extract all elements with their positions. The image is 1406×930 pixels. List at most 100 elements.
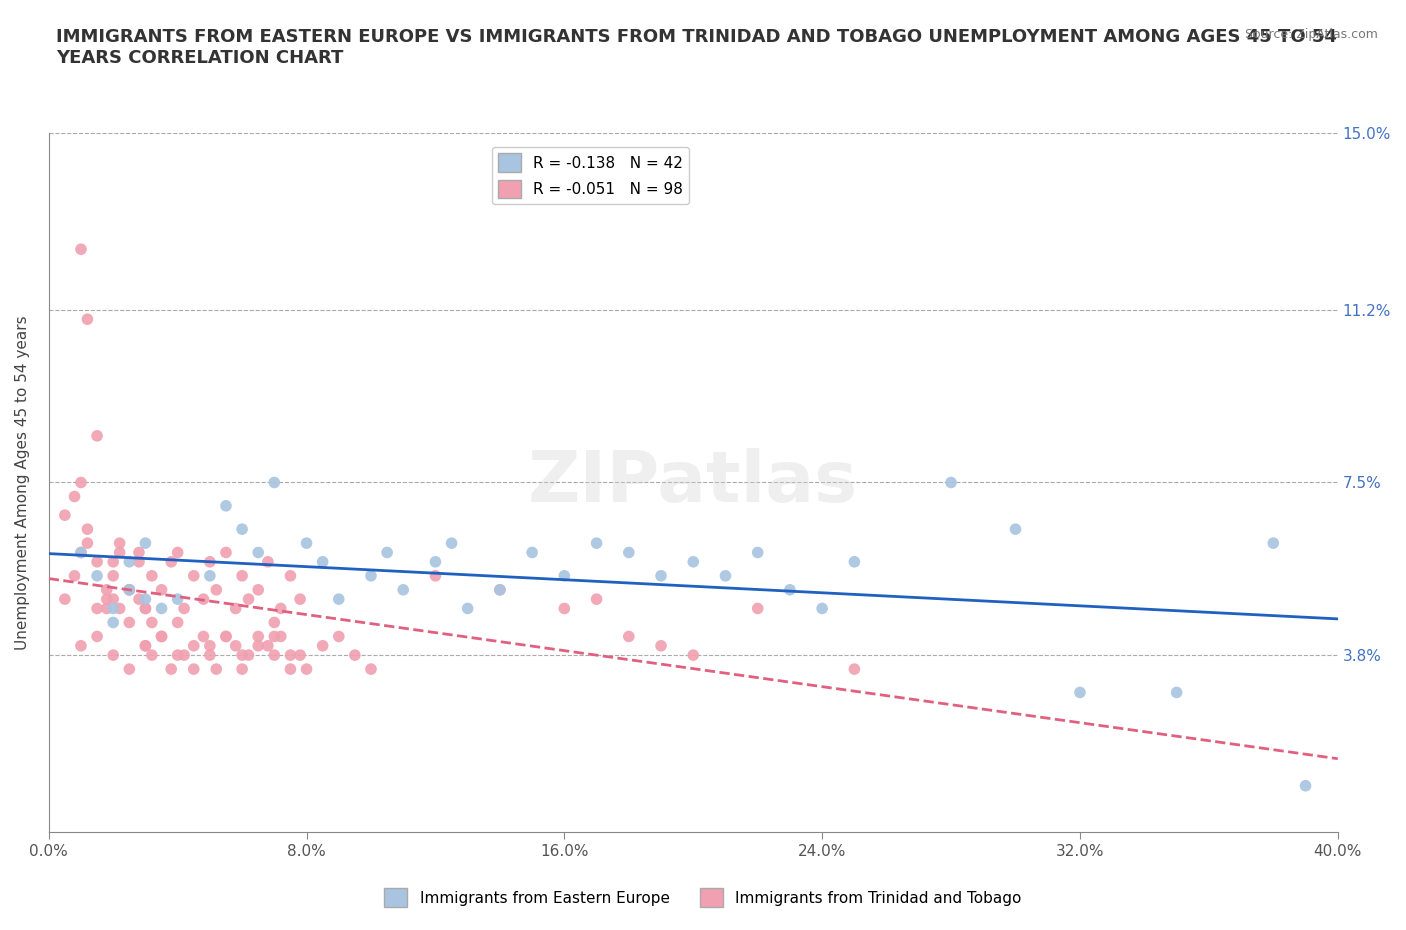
Point [747, 601, 769, 616]
Legend: R = -0.138   N = 42, R = -0.051   N = 98: R = -0.138 N = 42, R = -0.051 N = 98 [492, 147, 689, 205]
Point [682, 647, 704, 662]
Point [183, 638, 205, 653]
Point [141, 615, 163, 630]
Point [553, 568, 575, 583]
Point [103, 568, 125, 583]
Point [86, 601, 108, 616]
Point [288, 591, 311, 606]
Point [215, 629, 238, 644]
Point [76, 536, 98, 551]
Point [440, 536, 463, 551]
Point [1004, 522, 1026, 537]
Point [231, 568, 253, 583]
Point [70, 638, 93, 653]
Point [141, 647, 163, 662]
Point [173, 647, 195, 662]
Point [225, 638, 247, 653]
Point [103, 591, 125, 606]
Point [118, 582, 141, 597]
Text: Source: ZipAtlas.com: Source: ZipAtlas.com [1244, 28, 1378, 41]
Point [63, 568, 86, 583]
Point [489, 582, 512, 597]
Point [141, 568, 163, 583]
Point [166, 591, 188, 606]
Point [238, 647, 260, 662]
Point [103, 647, 125, 662]
Point [779, 582, 801, 597]
Point [288, 647, 311, 662]
Point [96, 582, 118, 597]
Point [198, 647, 221, 662]
Point [86, 429, 108, 444]
Point [650, 568, 672, 583]
Point [425, 554, 447, 569]
Point [166, 647, 188, 662]
Point [198, 554, 221, 569]
Point [63, 489, 86, 504]
Point [747, 545, 769, 560]
Point [128, 554, 150, 569]
Point [134, 591, 156, 606]
Point [96, 591, 118, 606]
Point [360, 661, 382, 676]
Point [160, 661, 183, 676]
Point [134, 638, 156, 653]
Point [682, 554, 704, 569]
Point [76, 522, 98, 537]
Point [1263, 536, 1285, 551]
Point [238, 591, 260, 606]
Point [215, 545, 238, 560]
Point [118, 661, 141, 676]
Point [844, 661, 866, 676]
Point [118, 554, 141, 569]
Point [425, 568, 447, 583]
Point [392, 582, 415, 597]
Point [128, 545, 150, 560]
Point [134, 601, 156, 616]
Point [193, 629, 215, 644]
Point [280, 647, 302, 662]
Point [375, 545, 398, 560]
Point [70, 545, 93, 560]
Point [247, 638, 270, 653]
Point [173, 601, 195, 616]
Point [280, 661, 302, 676]
Point [103, 601, 125, 616]
Point [108, 536, 131, 551]
Point [939, 475, 962, 490]
Point [617, 545, 640, 560]
Point [489, 582, 512, 597]
Point [160, 554, 183, 569]
Point [231, 661, 253, 676]
Point [53, 591, 76, 606]
Point [150, 629, 173, 644]
Point [108, 545, 131, 560]
Point [53, 508, 76, 523]
Point [198, 638, 221, 653]
Point [166, 615, 188, 630]
Point [70, 545, 93, 560]
Point [617, 629, 640, 644]
Point [263, 475, 285, 490]
Point [714, 568, 737, 583]
Point [134, 601, 156, 616]
Point [328, 591, 350, 606]
Point [811, 601, 834, 616]
Point [1295, 778, 1317, 793]
Point [118, 582, 141, 597]
Point [225, 601, 247, 616]
Point [166, 545, 188, 560]
Point [134, 638, 156, 653]
Text: IMMIGRANTS FROM EASTERN EUROPE VS IMMIGRANTS FROM TRINIDAD AND TOBAGO UNEMPLOYME: IMMIGRANTS FROM EASTERN EUROPE VS IMMIGR… [56, 28, 1337, 67]
Point [311, 554, 333, 569]
Point [215, 629, 238, 644]
Point [247, 545, 270, 560]
Point [280, 568, 302, 583]
Y-axis label: Unemployment Among Ages 45 to 54 years: Unemployment Among Ages 45 to 54 years [15, 315, 30, 650]
Point [844, 554, 866, 569]
Point [263, 647, 285, 662]
Point [585, 536, 607, 551]
Point [134, 536, 156, 551]
Point [193, 591, 215, 606]
Point [553, 601, 575, 616]
